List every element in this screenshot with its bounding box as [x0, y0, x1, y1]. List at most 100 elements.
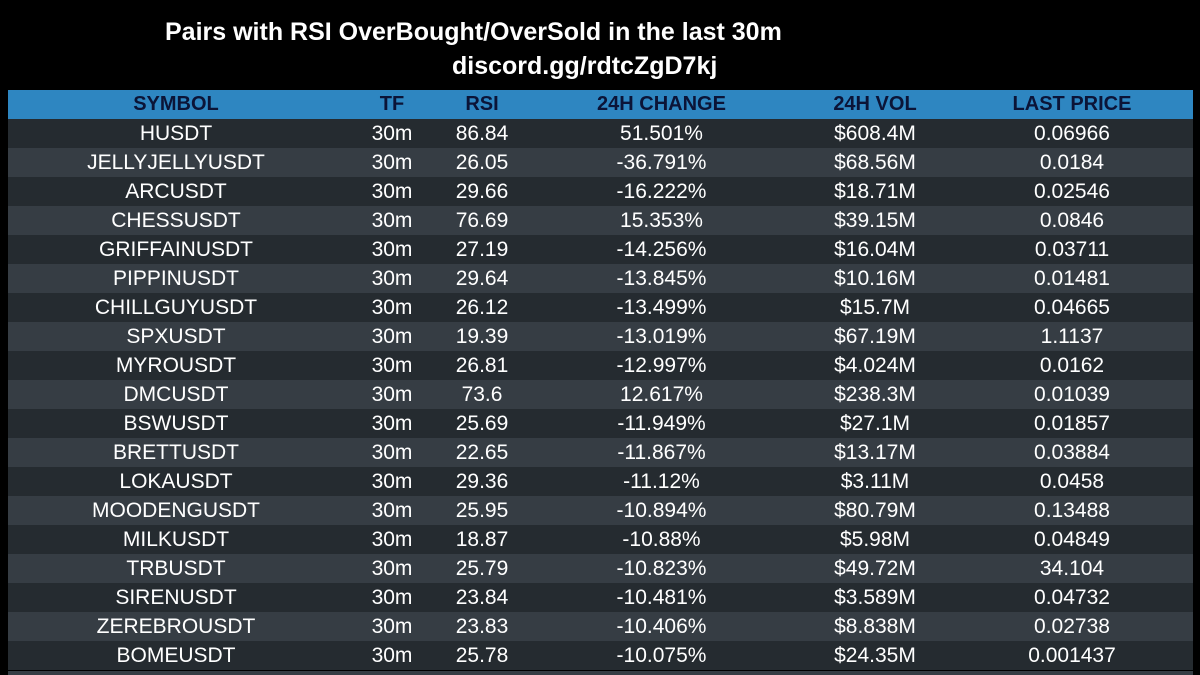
- cell-last-price: 0.0162: [1039, 353, 1105, 377]
- cell-rsi: 26.12: [455, 295, 509, 319]
- cell-24h-change: -11.12%: [623, 469, 700, 493]
- cell-tf: 30m: [371, 556, 413, 580]
- cell-tf: 30m: [371, 121, 413, 145]
- cell-24h-vol: $68.56M: [834, 150, 916, 174]
- cell-symbol: SIRENUSDT: [115, 585, 237, 609]
- cell-rsi: 86.84: [455, 121, 509, 145]
- cell-24h-change: -13.499%: [616, 295, 707, 319]
- table-header: SYMBOL TF RSI 24H CHANGE 24H VOL LAST PR…: [8, 90, 1193, 119]
- cell-tf: 30m: [371, 179, 413, 203]
- column-header-tf: TF: [379, 93, 405, 115]
- table-row: TRBUSDT 30m 25.79 -10.823% $49.72M 34.104: [8, 554, 1193, 583]
- cell-24h-vol: $39.15M: [834, 208, 916, 232]
- cell-symbol: BOMEUSDT: [116, 643, 236, 667]
- cell-24h-vol: $10.16M: [834, 266, 916, 290]
- cell-tf: 30m: [371, 585, 413, 609]
- table-row: SIRENUSDT 30m 23.84 -10.481% $3.589M 0.04732: [8, 583, 1193, 612]
- rsi-table: SYMBOL TF RSI 24H CHANGE 24H VOL LAST PR…: [8, 90, 1193, 670]
- cell-symbol: ZEREBROUSDT: [96, 614, 256, 638]
- cell-last-price: 0.03711: [1034, 237, 1110, 261]
- cell-rsi: 25.79: [455, 556, 509, 580]
- table-row: BRETTUSDT 30m 22.65 -11.867% $13.17M 0.03884: [8, 438, 1193, 467]
- cell-24h-change: -10.823%: [616, 556, 707, 580]
- cell-symbol: LOKAUSDT: [119, 469, 233, 493]
- cell-symbol: TRBUSDT: [126, 556, 226, 580]
- cell-24h-change: -10.406%: [616, 614, 707, 638]
- cell-24h-vol: $4.024M: [834, 353, 916, 377]
- cell-24h-vol: $80.79M: [834, 498, 916, 522]
- cell-tf: 30m: [371, 150, 413, 174]
- table-row: BOMEUSDT 30m 25.78 -10.075% $24.35M 0.001437: [8, 641, 1193, 670]
- cell-last-price: 34.104: [1039, 556, 1105, 580]
- cell-last-price: 1.1137: [1040, 324, 1104, 348]
- cell-24h-change: -10.075%: [616, 643, 707, 667]
- table-body: HUSDT 30m 86.84 51.501% $608.4M 0.06966 JELLYJ…: [8, 119, 1193, 670]
- cell-tf: 30m: [371, 295, 413, 319]
- cell-rsi: 25.69: [455, 411, 509, 435]
- cell-24h-vol: $27.1M: [839, 411, 911, 435]
- cell-last-price: 0.04849: [1034, 527, 1110, 551]
- cell-24h-vol: $67.19M: [834, 324, 916, 348]
- cell-24h-change: -36.791%: [616, 150, 707, 174]
- cell-symbol: ARCUSDT: [125, 179, 227, 203]
- cell-symbol: BSWUSDT: [123, 411, 229, 435]
- cell-rsi: 27.19: [455, 237, 509, 261]
- cell-24h-vol: $15.7M: [839, 295, 911, 319]
- cell-rsi: 25.78: [455, 643, 509, 667]
- table-row: MOODENGUSDT 30m 25.95 -10.894% $80.79M 0.1348…: [8, 496, 1193, 525]
- cell-rsi: 73.6: [461, 382, 503, 406]
- cell-tf: 30m: [371, 382, 413, 406]
- cell-tf: 30m: [371, 266, 413, 290]
- cell-tf: 30m: [371, 324, 413, 348]
- cell-24h-vol: $13.17M: [834, 440, 916, 464]
- cell-24h-change: -13.019%: [616, 324, 707, 348]
- cell-last-price: 0.0458: [1039, 469, 1105, 493]
- table-row: HUSDT 30m 86.84 51.501% $608.4M 0.06966: [8, 119, 1193, 148]
- cell-last-price: 0.04665: [1034, 295, 1110, 319]
- cell-last-price: 0.13488: [1034, 498, 1110, 522]
- cell-last-price: 0.02546: [1034, 179, 1110, 203]
- cell-last-price: 0.06966: [1034, 121, 1110, 145]
- table-row: BSWUSDT 30m 25.69 -11.949% $27.1M 0.01857: [8, 409, 1193, 438]
- cell-last-price: 0.01039: [1034, 382, 1110, 406]
- cell-last-price: 0.02738: [1034, 614, 1110, 638]
- cell-tf: 30m: [371, 469, 413, 493]
- cell-rsi: 29.36: [455, 469, 509, 493]
- table-row: CHILLGUYUSDT 30m 26.12 -13.499% $15.7M 0.0466…: [8, 293, 1193, 322]
- discord-link: discord.gg/rdtcZgD7kj: [452, 52, 718, 80]
- cell-symbol: CHESSUSDT: [111, 208, 241, 232]
- table-row: LOKAUSDT 30m 29.36 -11.12% $3.11M 0.0458: [8, 467, 1193, 496]
- cell-rsi: 25.95: [455, 498, 509, 522]
- cell-rsi: 23.84: [455, 585, 509, 609]
- cell-24h-change: 12.617%: [620, 382, 703, 406]
- table-row: ARCUSDT 30m 29.66 -16.222% $18.71M 0.02546: [8, 177, 1193, 206]
- column-header-24h-change: 24H CHANGE: [597, 93, 726, 115]
- table-row: MILKUSDT 30m 18.87 -10.88% $5.98M 0.04849: [8, 525, 1193, 554]
- cell-symbol: SPXUSDT: [126, 324, 226, 348]
- cell-symbol: GRIFFAINUSDT: [98, 237, 253, 261]
- cell-24h-vol: $238.3M: [834, 382, 916, 406]
- cell-last-price: 0.001437: [1028, 643, 1116, 667]
- cell-tf: 30m: [371, 498, 413, 522]
- table-row: CHESSUSDT 30m 76.69 15.353% $39.15M 0.0846: [8, 206, 1193, 235]
- cell-24h-change: -10.894%: [616, 498, 707, 522]
- cell-symbol: MOODENGUSDT: [92, 498, 260, 522]
- cell-last-price: 0.0846: [1039, 208, 1105, 232]
- table-row: GRIFFAINUSDT 30m 27.19 -14.256% $16.04M 0.037…: [8, 235, 1193, 264]
- table-row: ZEREBROUSDT 30m 23.83 -10.406% $8.838M 0.0273…: [8, 612, 1193, 641]
- cell-last-price: 0.04732: [1034, 585, 1110, 609]
- cell-24h-change: -13.845%: [616, 266, 707, 290]
- cell-24h-vol: $3.11M: [840, 469, 910, 493]
- cell-symbol: PIPPINUSDT: [112, 266, 240, 290]
- cell-symbol: HUSDT: [139, 121, 213, 145]
- cell-rsi: 76.69: [455, 208, 509, 232]
- cell-24h-vol: $16.04M: [834, 237, 916, 261]
- cell-tf: 30m: [371, 440, 413, 464]
- table-row: SPXUSDT 30m 19.39 -13.019% $67.19M 1.1137: [8, 322, 1193, 351]
- cell-tf: 30m: [371, 614, 413, 638]
- cell-tf: 30m: [371, 208, 413, 232]
- cell-rsi: 29.64: [455, 266, 509, 290]
- cell-24h-change: -10.88%: [622, 527, 701, 551]
- cell-24h-vol: $49.72M: [834, 556, 916, 580]
- cell-tf: 30m: [371, 643, 413, 667]
